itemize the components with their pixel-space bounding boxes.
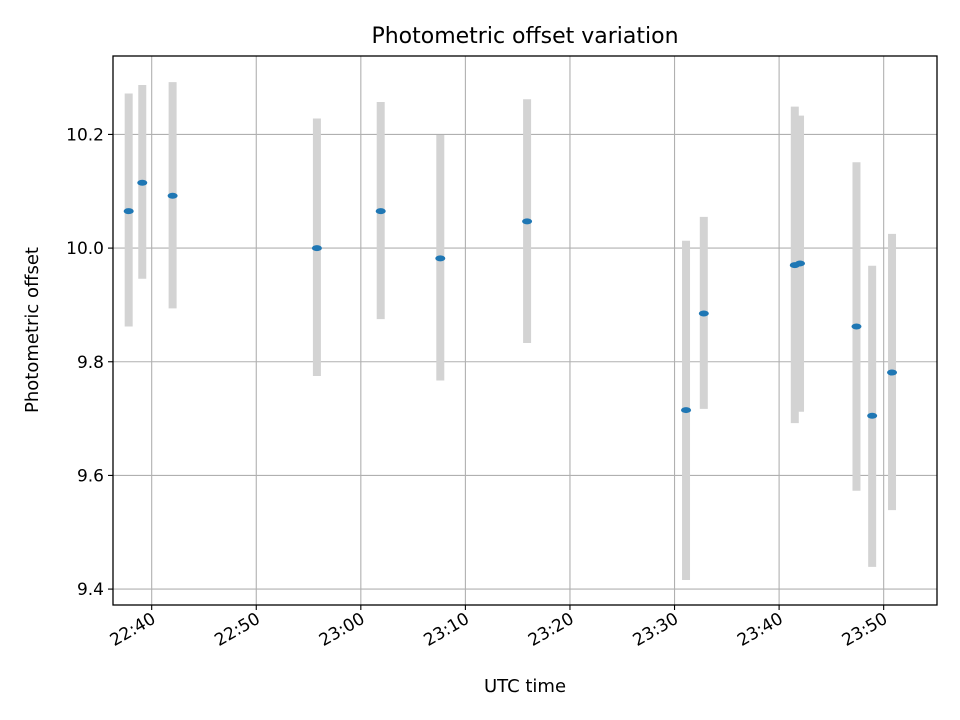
y-tick-label: 10.2: [66, 125, 104, 145]
data-point: [123, 208, 134, 215]
data-point: [435, 255, 446, 262]
y-axis-ticks: 9.4 9.6 9.8 10.0 10.2: [66, 125, 113, 600]
data-point: [375, 208, 386, 215]
data-point: [137, 179, 148, 186]
data-point: [522, 218, 533, 225]
data-point: [867, 412, 878, 419]
plot-frame: [112, 55, 938, 606]
data-point: [887, 369, 898, 376]
data-point: [167, 192, 178, 199]
data-point: [698, 310, 709, 317]
y-tick-label: 9.6: [77, 466, 104, 486]
y-axis-label: Photometric offset: [22, 247, 43, 413]
y-tick-label: 9.8: [77, 353, 104, 373]
chart-title: Photometric offset variation: [371, 24, 678, 49]
y-tick-label: 9.4: [77, 580, 104, 600]
data-point: [681, 407, 692, 414]
data-point: [795, 260, 806, 267]
data-point: [851, 323, 862, 330]
x-axis-label: UTC time: [484, 676, 566, 697]
data-point: [311, 245, 322, 252]
y-tick-label: 10.0: [66, 239, 104, 259]
data-points: [123, 179, 898, 419]
